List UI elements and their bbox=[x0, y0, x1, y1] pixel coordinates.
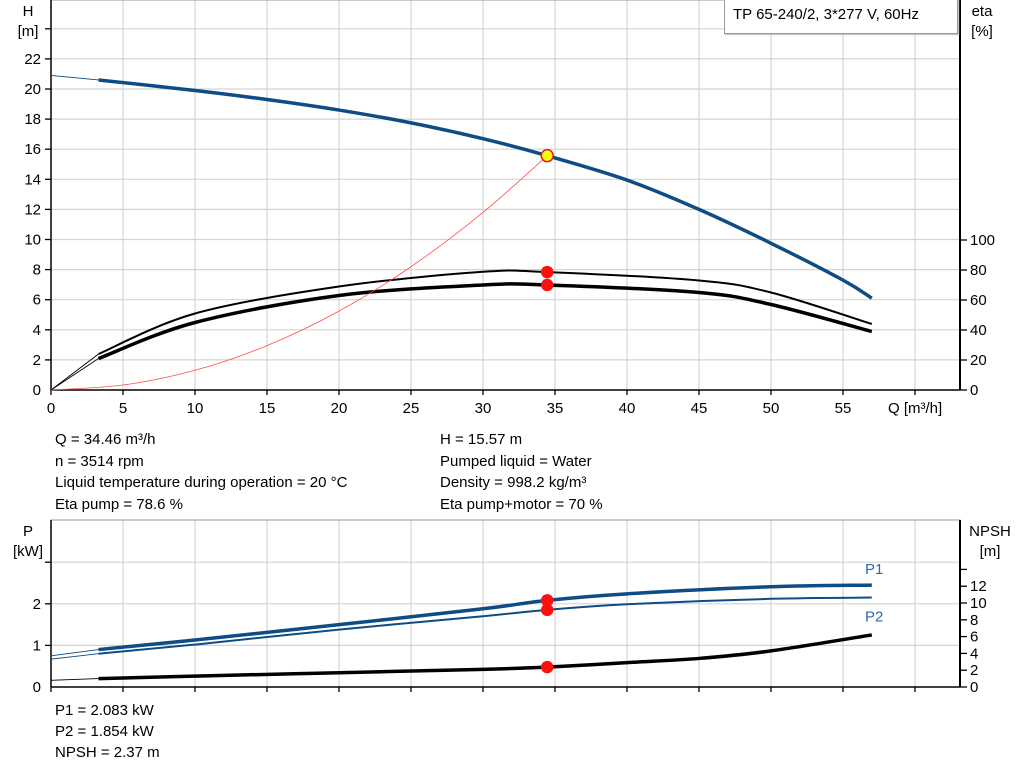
y-tick-label-right: 100 bbox=[970, 232, 995, 249]
y-tick-label-right: 4 bbox=[970, 645, 978, 662]
curve-eta_pump bbox=[98, 269, 873, 355]
y-tick-label-left: 18 bbox=[24, 111, 41, 128]
y-tick-label-right: 6 bbox=[970, 629, 978, 646]
x-tick-label: 0 bbox=[47, 400, 55, 417]
y-axis-title-right: NPSH bbox=[969, 523, 1011, 540]
info-density: Density = 998.2 kg/m³ bbox=[440, 474, 587, 491]
y-axis-unit-right: [%] bbox=[971, 23, 993, 40]
y-tick-label-right: 12 bbox=[970, 578, 987, 595]
y-tick-label-right: 0 bbox=[970, 679, 978, 696]
info-liquid: Pumped liquid = Water bbox=[440, 453, 592, 470]
curve-NPSH-extension bbox=[50, 678, 99, 681]
series-label-P1: P1 bbox=[865, 561, 883, 578]
x-tick-label: 40 bbox=[619, 400, 636, 417]
y-tick-label-right: 60 bbox=[970, 292, 987, 309]
x-tick-label: 30 bbox=[475, 400, 492, 417]
info-p2: P2 = 1.854 kW bbox=[55, 723, 154, 740]
curve-P2-extension bbox=[50, 653, 99, 660]
y-tick-label-right: 80 bbox=[970, 262, 987, 279]
y-tick-label-left: 12 bbox=[24, 201, 41, 218]
series-label-P2: P2 bbox=[865, 609, 883, 626]
curve-P1-extension bbox=[50, 649, 99, 657]
info-temp: Liquid temperature during operation = 20… bbox=[55, 474, 348, 491]
info-n: n = 3514 rpm bbox=[55, 453, 144, 470]
x-axis-title: Q [m³/h] bbox=[888, 400, 942, 417]
y-tick-label-left: 10 bbox=[24, 232, 41, 249]
x-tick-label: 50 bbox=[763, 400, 780, 417]
y-tick-label-right: 40 bbox=[970, 322, 987, 339]
y-tick-label-right: 0 bbox=[970, 382, 978, 399]
y-axis-title-left: P bbox=[23, 523, 33, 540]
x-tick-label: 15 bbox=[259, 400, 276, 417]
y-tick-label-left: 16 bbox=[24, 141, 41, 158]
x-tick-label: 5 bbox=[119, 400, 127, 417]
y-tick-label-left: 14 bbox=[24, 171, 41, 188]
duty-point-marker bbox=[540, 265, 554, 279]
duty-point-marker bbox=[540, 603, 554, 617]
y-tick-label-left: 2 bbox=[33, 596, 41, 613]
y-axis-unit-right: [m] bbox=[980, 543, 1001, 560]
y-tick-label-right: 8 bbox=[970, 612, 978, 629]
y-tick-label-left: 20 bbox=[24, 81, 41, 98]
pump-title-box: TP 65-240/2, 3*277 V, 60Hz bbox=[724, 0, 958, 34]
x-tick-label: 45 bbox=[691, 400, 708, 417]
curve-eta_pump_motor bbox=[97, 282, 873, 361]
y-tick-label-left: 8 bbox=[33, 262, 41, 279]
duty-point-marker bbox=[540, 278, 554, 292]
y-tick-label-left: 6 bbox=[33, 292, 41, 309]
curve-system bbox=[50, 155, 548, 391]
x-tick-label: 10 bbox=[187, 400, 204, 417]
y-tick-label-right: 20 bbox=[970, 352, 987, 369]
y-tick-label-left: 4 bbox=[33, 322, 41, 339]
info-p1: P1 = 2.083 kW bbox=[55, 702, 154, 719]
duty-point-marker bbox=[540, 660, 554, 674]
y-tick-label-left: 2 bbox=[33, 352, 41, 369]
info-q: Q = 34.46 m³/h bbox=[55, 431, 156, 448]
info-npsh: NPSH = 2.37 m bbox=[55, 744, 160, 761]
x-tick-label: 35 bbox=[547, 400, 564, 417]
x-tick-label: 20 bbox=[331, 400, 348, 417]
curve-eta_pump_motor-extension bbox=[50, 358, 99, 391]
y-axis-unit-left: [m] bbox=[18, 23, 39, 40]
pump-title: TP 65-240/2, 3*277 V, 60Hz bbox=[733, 6, 919, 23]
duty-point-marker bbox=[540, 148, 554, 163]
info-eta-pump: Eta pump = 78.6 % bbox=[55, 496, 183, 513]
curve-NPSH bbox=[98, 633, 873, 681]
y-tick-label-left: 22 bbox=[24, 51, 41, 68]
y-tick-label-left: 1 bbox=[33, 637, 41, 654]
y-tick-label-left: 0 bbox=[33, 679, 41, 696]
curve-P1 bbox=[98, 583, 872, 652]
y-tick-label-right: 2 bbox=[970, 662, 978, 679]
x-tick-label: 25 bbox=[403, 400, 420, 417]
y-axis-title-left: H bbox=[23, 3, 34, 20]
curve-H-extension bbox=[50, 75, 99, 81]
x-tick-label: 55 bbox=[835, 400, 852, 417]
info-eta-pump-motor: Eta pump+motor = 70 % bbox=[440, 496, 603, 513]
y-tick-label-right: 10 bbox=[970, 595, 987, 612]
info-h: H = 15.57 m bbox=[440, 431, 523, 448]
y-tick-label-left: 0 bbox=[33, 382, 41, 399]
y-axis-title-right: eta bbox=[972, 3, 994, 20]
curve-H bbox=[98, 78, 873, 300]
curve-P2 bbox=[98, 596, 872, 655]
y-axis-unit-left: [kW] bbox=[13, 543, 43, 560]
